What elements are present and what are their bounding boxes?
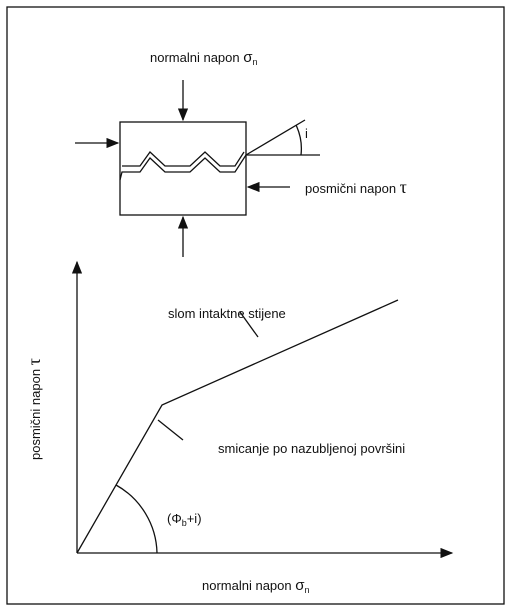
graph (71, 260, 454, 559)
top-label: normalni napon σn (150, 49, 258, 67)
y-axis-label: posmični napon τ (24, 358, 44, 460)
angle-arc-label: (Φb+i) (167, 511, 202, 528)
x-axis-label: normalni napon σn (202, 577, 310, 595)
lower-line-label: smicanje po nazubljenoj površini (218, 441, 405, 456)
frame (6, 6, 505, 605)
upper-line-label: slom intaktne stijene (168, 306, 286, 321)
right-label: posmični napon τ (305, 177, 407, 197)
angle-label: i (305, 126, 308, 141)
block (75, 80, 320, 257)
